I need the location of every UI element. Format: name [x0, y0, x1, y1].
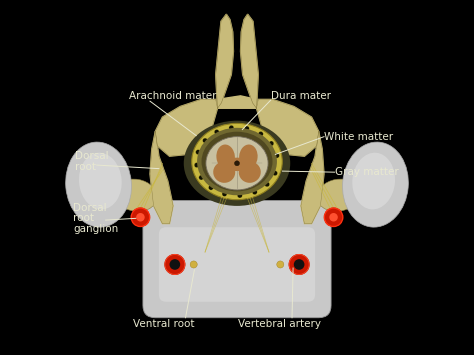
Circle shape [324, 208, 343, 226]
FancyBboxPatch shape [143, 201, 331, 318]
Circle shape [264, 182, 270, 187]
Circle shape [294, 259, 304, 270]
Ellipse shape [206, 137, 268, 190]
Circle shape [136, 213, 145, 222]
Ellipse shape [65, 142, 131, 227]
Text: Dorsal
root
ganglion: Dorsal root ganglion [73, 202, 118, 234]
Text: Vertebral artery: Vertebral artery [238, 319, 321, 329]
Circle shape [196, 150, 201, 155]
Text: Gray matter: Gray matter [335, 167, 398, 177]
Circle shape [202, 138, 208, 143]
Circle shape [274, 153, 279, 158]
Circle shape [252, 190, 257, 195]
Polygon shape [155, 99, 218, 156]
Ellipse shape [352, 153, 395, 209]
Ellipse shape [184, 121, 290, 206]
Text: Arachnoid mater: Arachnoid mater [129, 91, 216, 101]
Circle shape [329, 213, 338, 222]
Circle shape [235, 161, 239, 166]
Ellipse shape [79, 153, 122, 209]
Text: Dorsal
root: Dorsal root [75, 151, 109, 172]
Circle shape [277, 261, 284, 268]
Ellipse shape [197, 128, 277, 195]
Ellipse shape [317, 179, 359, 212]
Circle shape [170, 259, 180, 270]
Circle shape [199, 175, 204, 180]
Circle shape [214, 130, 219, 135]
Ellipse shape [217, 144, 235, 169]
Polygon shape [256, 99, 319, 156]
Circle shape [131, 208, 150, 226]
Circle shape [289, 255, 309, 274]
Circle shape [222, 191, 227, 196]
Circle shape [258, 131, 263, 136]
Polygon shape [216, 14, 234, 108]
Circle shape [273, 171, 277, 176]
Ellipse shape [213, 162, 235, 183]
Text: White matter: White matter [324, 132, 393, 142]
Circle shape [194, 163, 199, 168]
Circle shape [209, 185, 213, 190]
Text: Ventral root: Ventral root [134, 319, 195, 329]
Circle shape [190, 261, 197, 268]
Polygon shape [150, 131, 173, 224]
Circle shape [269, 141, 274, 146]
Circle shape [244, 126, 249, 131]
Ellipse shape [227, 158, 247, 171]
Ellipse shape [343, 142, 409, 227]
Polygon shape [240, 14, 258, 108]
Circle shape [229, 125, 234, 130]
Ellipse shape [115, 179, 157, 212]
Circle shape [237, 193, 242, 198]
Ellipse shape [201, 132, 273, 191]
Ellipse shape [192, 123, 282, 200]
Polygon shape [218, 96, 256, 108]
Text: Dura mater: Dura mater [271, 91, 331, 101]
Polygon shape [301, 131, 324, 224]
Ellipse shape [239, 144, 257, 169]
Ellipse shape [239, 162, 261, 183]
Circle shape [165, 255, 185, 274]
FancyBboxPatch shape [159, 227, 315, 302]
